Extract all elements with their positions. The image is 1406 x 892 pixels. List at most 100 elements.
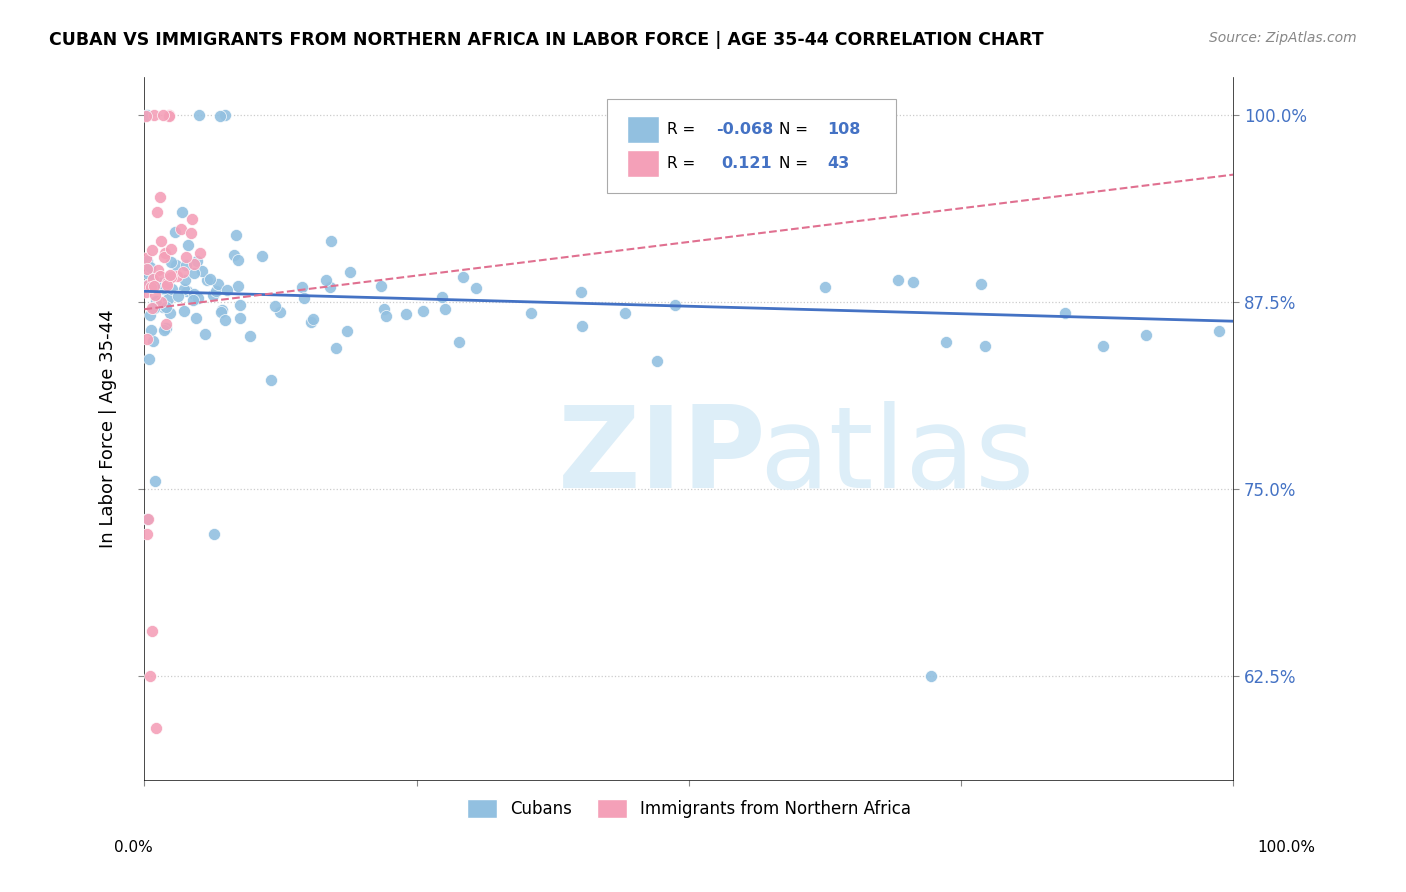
Text: 0.0%: 0.0% [114,840,153,855]
Cubans [292,291,315,305]
Cubans [569,285,592,299]
Cubans [250,249,273,263]
Cubans [211,302,233,317]
Cubans [1053,306,1076,320]
Cubans [165,225,187,239]
Immigrants from Northern Africa [149,294,172,309]
Cubans [194,327,217,342]
Cubans [159,306,181,320]
Cubans [465,281,488,295]
Cubans [935,335,957,350]
Cubans [319,235,342,249]
Immigrants from Northern Africa [172,265,194,279]
Immigrants from Northern Africa [141,243,163,257]
Cubans [176,284,198,298]
Cubans [887,273,910,287]
Cubans [214,108,236,122]
Immigrants from Northern Africa [135,285,157,299]
Cubans [1135,327,1157,342]
Cubans [215,283,238,297]
Cubans [139,260,162,274]
Cubans [173,303,195,318]
Cubans [226,253,249,268]
Cubans [139,323,162,337]
Immigrants from Northern Africa [152,108,174,122]
Immigrants from Northern Africa [141,280,163,294]
Cubans [969,277,991,292]
Cubans [160,282,183,296]
Cubans [451,270,474,285]
Text: R =: R = [666,156,704,170]
Cubans [135,511,157,525]
Cubans [520,306,543,320]
Immigrants from Northern Africa [156,277,179,291]
Legend: Cubans, Immigrants from Northern Africa: Cubans, Immigrants from Northern Africa [460,793,918,825]
Text: 0.121: 0.121 [721,156,772,170]
Cubans [974,339,997,353]
Cubans [920,668,942,682]
Cubans [225,227,247,242]
FancyBboxPatch shape [627,116,659,143]
Immigrants from Northern Africa [155,317,177,331]
Cubans [430,290,453,304]
Cubans [571,319,593,334]
Cubans [143,474,166,488]
Cubans [412,304,434,318]
Cubans [336,324,359,338]
Cubans [149,276,172,290]
Cubans [173,282,195,296]
Cubans [165,258,187,272]
Cubans [145,294,167,309]
Immigrants from Northern Africa [148,262,170,277]
Immigrants from Northern Africa [153,250,176,264]
Cubans [197,272,219,286]
Immigrants from Northern Africa [170,222,193,236]
Cubans [157,292,180,306]
Immigrants from Northern Africa [149,268,172,283]
Cubans [160,254,183,268]
Immigrants from Northern Africa [156,277,179,292]
Cubans [138,268,160,282]
Cubans [170,205,193,219]
Cubans [184,311,207,326]
Cubans [214,313,236,327]
Cubans [198,271,221,285]
Immigrants from Northern Africa [135,109,157,123]
Cubans [176,237,198,252]
Cubans [315,273,337,287]
Immigrants from Northern Africa [143,108,166,122]
Cubans [152,280,174,294]
Cubans [1091,339,1114,353]
Cubans [166,289,188,303]
Cubans [370,279,392,293]
FancyBboxPatch shape [607,98,896,194]
Immigrants from Northern Africa [157,109,180,123]
Cubans [190,264,212,278]
Cubans [181,293,204,307]
Cubans [434,301,457,316]
Cubans [374,310,396,324]
Text: 100.0%: 100.0% [1257,840,1316,855]
Immigrants from Northern Africa [136,277,159,292]
Immigrants from Northern Africa [153,245,176,260]
Text: N =: N = [779,122,813,137]
Cubans [152,300,174,314]
Cubans [325,341,347,355]
Immigrants from Northern Africa [136,511,159,525]
Cubans [155,300,177,314]
Cubans [664,298,686,312]
Cubans [239,329,262,343]
Cubans [395,307,418,321]
Immigrants from Northern Africa [145,721,167,735]
Cubans [228,311,250,326]
Text: Source: ZipAtlas.com: Source: ZipAtlas.com [1209,31,1357,45]
Immigrants from Northern Africa [149,190,172,204]
Cubans [449,335,471,350]
FancyBboxPatch shape [627,150,659,177]
Cubans [148,277,170,292]
Cubans [373,301,395,316]
Text: 43: 43 [827,156,849,170]
Text: N =: N = [779,156,813,170]
Cubans [201,288,224,302]
Cubans [143,301,166,315]
